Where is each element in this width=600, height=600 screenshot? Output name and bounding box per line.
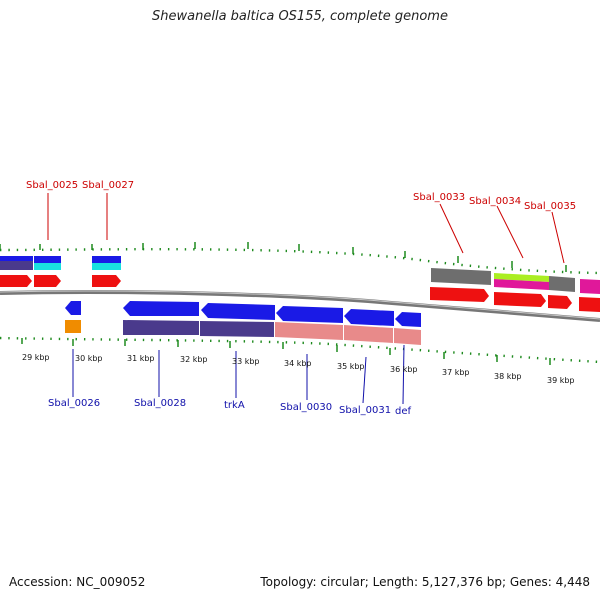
ruler-label: 34 kbp xyxy=(284,359,312,368)
top-gene-labels: Sbal_0025 Sbal_0027 Sbal_0033 Sbal_0034 … xyxy=(26,180,576,212)
gene-feature[interactable] xyxy=(394,328,421,345)
gene-label-top[interactable]: Sbal_0035 xyxy=(524,201,576,212)
genome-title: Shewanella baltica OS155, complete genom… xyxy=(152,9,448,24)
gene-cluster-right xyxy=(430,268,600,312)
gene-feature[interactable] xyxy=(34,256,61,263)
gene-arrow[interactable] xyxy=(201,303,275,320)
gene-label-bottom[interactable]: Sbal_0026 xyxy=(48,398,100,409)
ruler-label: 31 kbp xyxy=(127,354,155,363)
gene-arrow[interactable] xyxy=(92,275,121,287)
accession-text: Accession: NC_009052 xyxy=(9,575,146,589)
bottom-label-leaders xyxy=(72,344,405,405)
gene-label-top[interactable]: Sbal_0033 xyxy=(413,192,465,203)
gene-label-bottom[interactable]: def xyxy=(395,406,412,417)
gene-cluster-left xyxy=(0,256,121,333)
ruler-label: 30 kbp xyxy=(75,354,103,363)
ruler-label: 29 kbp xyxy=(22,353,50,362)
gene-arrow[interactable] xyxy=(548,295,572,309)
genome-summary-text: Topology: circular; Length: 5,127,376 bp… xyxy=(260,575,590,589)
gene-arrow[interactable] xyxy=(579,297,600,312)
gene-label-bottom[interactable]: Sbal_0031 xyxy=(339,405,391,416)
gene-arrow[interactable] xyxy=(34,275,61,287)
gene-arrow[interactable] xyxy=(344,309,394,326)
gene-arrow[interactable] xyxy=(123,301,199,316)
inner-major-ticks xyxy=(21,338,551,365)
gene-label-top[interactable]: Sbal_0027 xyxy=(82,180,134,191)
gene-label-bottom[interactable]: Sbal_0028 xyxy=(134,398,186,409)
top-label-leaders xyxy=(47,193,565,264)
gene-cluster-middle xyxy=(123,301,421,345)
gene-feature[interactable] xyxy=(344,325,393,343)
gene-label-bottom[interactable]: Sbal_0030 xyxy=(280,402,332,413)
gene-feature[interactable] xyxy=(0,256,33,261)
gene-feature[interactable] xyxy=(65,320,81,333)
ruler-label: 39 kbp xyxy=(547,376,575,385)
outer-major-ticks xyxy=(0,242,567,272)
ruler-label: 37 kbp xyxy=(442,368,470,377)
gene-feature[interactable] xyxy=(431,268,491,285)
gene-feature[interactable] xyxy=(92,263,121,270)
genome-backbone xyxy=(0,290,600,322)
gene-label-top[interactable]: Sbal_0025 xyxy=(26,180,78,191)
outer-tick-ring xyxy=(0,248,600,275)
gene-arrow[interactable] xyxy=(276,306,343,323)
ruler-labels: 29 kbp 30 kbp 31 kbp 32 kbp 33 kbp 34 kb… xyxy=(22,353,575,385)
ruler-label: 36 kbp xyxy=(390,365,418,374)
gene-feature[interactable] xyxy=(549,276,575,292)
genome-backbone-highlight xyxy=(0,290,600,320)
gene-feature[interactable] xyxy=(200,321,274,337)
gene-label-top[interactable]: Sbal_0034 xyxy=(469,196,521,207)
ruler-label: 32 kbp xyxy=(180,355,208,364)
gene-arrow[interactable] xyxy=(494,292,546,307)
gene-feature[interactable] xyxy=(123,320,199,335)
gene-label-bottom[interactable]: trkA xyxy=(224,400,245,411)
gene-feature[interactable] xyxy=(92,256,121,263)
gene-arrow[interactable] xyxy=(65,301,81,315)
gene-feature[interactable] xyxy=(0,261,33,270)
ruler-label: 38 kbp xyxy=(494,372,522,381)
gene-arrow[interactable] xyxy=(430,287,489,302)
gene-feature[interactable] xyxy=(34,263,61,270)
gene-feature[interactable] xyxy=(494,279,549,290)
bottom-gene-labels: Sbal_0026 Sbal_0028 trkA Sbal_0030 Sbal_… xyxy=(48,398,412,417)
gene-feature[interactable] xyxy=(275,322,343,340)
ruler-label: 35 kbp xyxy=(337,362,365,371)
ruler-label: 33 kbp xyxy=(232,357,260,366)
gene-arrow[interactable] xyxy=(0,275,32,287)
gene-feature[interactable] xyxy=(580,279,600,294)
gene-arrow[interactable] xyxy=(395,312,421,327)
